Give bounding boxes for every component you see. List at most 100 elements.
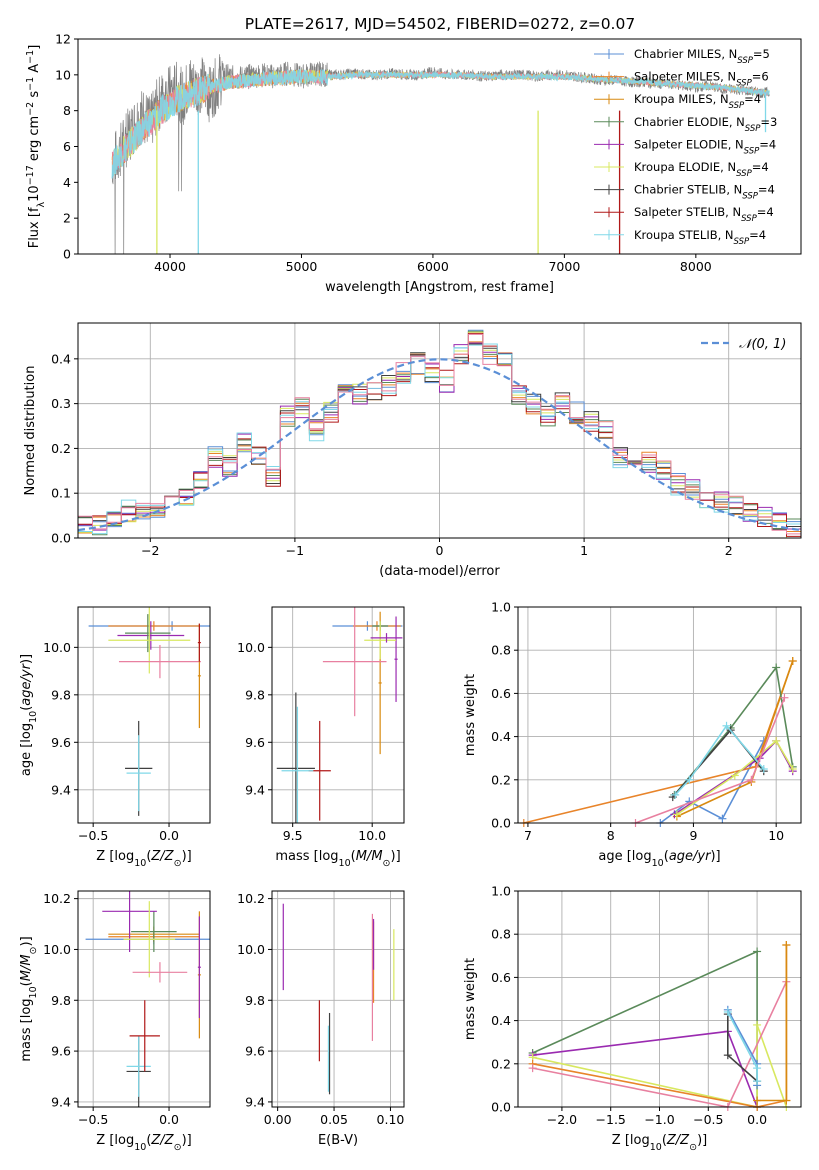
mass-weight-vs-age-lines <box>519 657 797 827</box>
axis-label-part: 10 <box>28 986 39 998</box>
legend-label: Chabrier MILES, NSSP=5 <box>634 47 770 66</box>
legend-label: Chabrier STELIB, NSSP=4 <box>634 183 775 202</box>
axis-label-part: 10 <box>650 1142 662 1153</box>
y-tick-label: 9.6 <box>245 735 265 750</box>
axis-label-part: 10 <box>28 711 39 723</box>
axis-label-part: −1 <box>25 50 36 64</box>
y-tick-label: 6 <box>63 139 71 154</box>
y-tick-label: 0.2 <box>491 772 511 787</box>
x-tick-label: 0.0 <box>747 1112 767 1127</box>
legend-label-text: Salpeter STELIB, N <box>634 205 741 219</box>
axis-label-part: Z/Z <box>150 849 174 864</box>
y-tick-label: 8 <box>63 103 71 118</box>
x-tick-label: 10 <box>768 828 784 843</box>
y-tick-label: 10.0 <box>43 640 71 655</box>
y-tick-label: 0.8 <box>491 643 511 658</box>
legend-label: Kroupa ELODIE, NSSP=4 <box>634 160 769 179</box>
y-tick-label: 2 <box>63 211 71 226</box>
mass-vs-Z-axes: −0.5 0.0 9.4 9.6 9.8 10.0 10.2 <box>43 891 210 1127</box>
x-tick-label: 2 <box>725 543 733 558</box>
axis-label: wavelength [Angstrom, rest frame] <box>325 280 554 295</box>
y-tick-label: 9.6 <box>51 1044 71 1059</box>
legend-label-text: Chabrier MILES, N <box>634 47 737 61</box>
axis-label-part: ⊙ <box>28 947 39 955</box>
x-tick-label: 7000 <box>548 259 580 274</box>
axis-label-part: )] <box>697 1133 707 1148</box>
axis-label-part: )] <box>19 936 34 946</box>
x-tick-label: 9 <box>689 828 697 843</box>
age-vs-Z-axes: −0.5 0.0 9.4 9.6 9.8 10.0 <box>43 607 210 843</box>
legend-label-sub: SSP <box>736 79 752 89</box>
legend-label-sub: SSP <box>734 237 750 247</box>
x-tick-label: −1.0 <box>644 1112 674 1127</box>
axis-label-part: M/M <box>356 849 383 864</box>
axis-label-part: mass weight <box>463 958 478 1040</box>
axis-label-part: Z [log <box>96 1133 134 1148</box>
legend-label-sub: SSP <box>744 146 760 156</box>
weight-series-line <box>635 697 786 824</box>
x-tick-label: 0.05 <box>320 1112 348 1127</box>
legend-label-sub: SSP <box>729 101 745 111</box>
x-tick-label: 0.10 <box>377 1112 405 1127</box>
axis-label-part: erg cm <box>27 116 42 165</box>
y-tick-label: 0.6 <box>491 686 511 701</box>
spectrum-plot <box>111 54 770 254</box>
axis-label-part: 10 <box>652 858 664 869</box>
legend-label-text: Kroupa ELODIE, N <box>634 160 736 174</box>
legend-label: Kroupa MILES, NSSP=4 <box>634 92 761 111</box>
legend-label-text: Chabrier STELIB, N <box>634 183 742 197</box>
axis-label-part: )] <box>182 849 192 864</box>
y-tick-label: 10 <box>55 67 71 82</box>
axis-label: E(B-V) <box>318 1133 358 1148</box>
age-vs-mass-points <box>276 607 403 823</box>
axis-label: mass [log10(M/M⊙)] <box>19 936 39 1061</box>
axis-label-part: −17 <box>25 165 36 185</box>
axis-label-part: Flux [f <box>27 207 42 248</box>
y-tick-label: 0.0 <box>491 816 511 831</box>
axis-label-part: ( <box>146 1133 151 1148</box>
axis-label: (data-model)/error <box>379 564 500 579</box>
weight-series-line <box>532 950 758 1107</box>
axis-label: Normed distribution <box>23 366 38 496</box>
axis-label-part: ⊙ <box>174 1142 182 1153</box>
legend-label-suffix: =5 <box>753 47 770 61</box>
x-tick-label: −2.0 <box>547 1112 577 1127</box>
legend-label-suffix: =4 <box>744 92 761 106</box>
axis-label-part: Normed distribution <box>23 366 38 496</box>
axis-label-part: Z/Z <box>666 1133 690 1148</box>
axis-label-part: −1 <box>25 77 36 91</box>
axis-label: Flux [fλ10−17 erg cm−2 s−1 A−1] <box>25 45 47 249</box>
legend-label: Salpeter STELIB, NSSP=4 <box>634 205 774 224</box>
age-vs-mass-frame <box>271 606 405 824</box>
axis-label-part: −2 <box>25 102 36 116</box>
legend-label-sub: SSP <box>737 56 753 66</box>
y-tick-label: 9.6 <box>51 735 71 750</box>
mass-vs-EBV-frame <box>271 890 405 1108</box>
axis-label-part: 10 <box>134 1142 146 1153</box>
mass-vs-Z-frame <box>77 890 211 1108</box>
mass-vs-EBV-points <box>282 903 395 1095</box>
x-tick-label: 0 <box>436 543 444 558</box>
x-tick-label: 7 <box>524 828 532 843</box>
x-tick-label: 8000 <box>680 259 712 274</box>
legend-label-suffix: =4 <box>749 228 766 242</box>
axis-label-part: 10 <box>339 858 351 869</box>
mass-weight-vs-age-axes: 7 8 9 10 0.0 0.2 0.4 0.6 0.8 1.0 <box>491 600 801 843</box>
y-tick-label: 9.4 <box>51 782 71 797</box>
legend-label: Salpeter ELODIE, NSSP=4 <box>634 137 776 156</box>
figure-title: PLATE=2617, MJD=54502, FIBERID=0272, z=0… <box>245 15 635 33</box>
legend-label-suffix: =6 <box>752 70 769 84</box>
residuals-frame <box>77 322 802 539</box>
residuals-axes: −2 −1 0 1 2 0.0 0.1 0.2 0.3 0.4 <box>51 323 801 558</box>
y-tick-label: 4 <box>63 175 71 190</box>
x-tick-label: 5000 <box>286 259 318 274</box>
legend-label-sub: SSP <box>741 214 757 224</box>
y-tick-label: 0.4 <box>51 351 71 366</box>
axis-label: Z [log10(Z/Z⊙)] <box>96 849 191 869</box>
y-tick-label: 9.8 <box>51 687 71 702</box>
legend-label-text: Salpeter ELODIE, N <box>634 137 744 151</box>
x-tick-label: −1 <box>286 543 304 558</box>
legend-label-suffix: =3 <box>760 115 777 129</box>
x-tick-label: 8 <box>607 828 615 843</box>
